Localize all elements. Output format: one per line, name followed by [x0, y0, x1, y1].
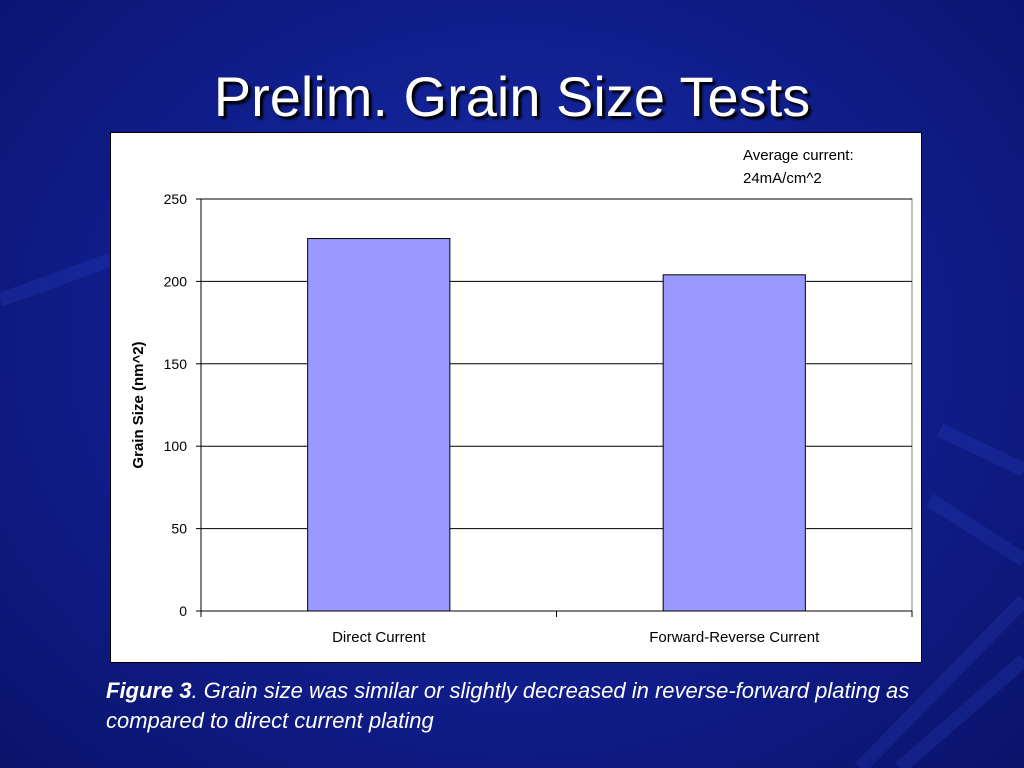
bar-chart: 0 50 100 150 200 250 Direct Current Forward-Rev… — [130, 147, 913, 646]
x-tick-label: Direct Current — [332, 629, 426, 646]
bar — [662, 274, 806, 612]
chart-annotation: Average current: — [743, 147, 854, 164]
y-tick-label: 150 — [164, 356, 188, 372]
figure-caption-text: . Grain size was similar or slightly dec… — [106, 678, 910, 733]
chart-area: 0 50 100 150 200 250 Direct Current Forward-Rev… — [110, 132, 922, 663]
y-tick-label: 250 — [164, 191, 188, 207]
y-tick-label: 0 — [179, 603, 187, 619]
y-tick-label: 100 — [164, 438, 188, 454]
figure-label: Figure 3 — [106, 678, 192, 703]
y-tick-label: 50 — [171, 521, 187, 537]
x-tick-label: Forward-Reverse Current — [649, 629, 820, 646]
chart-annotation: 24mA/cm^2 — [743, 170, 822, 187]
bar — [307, 238, 451, 612]
slide-title: Prelim. Grain Size Tests — [213, 65, 811, 128]
figure-caption: Figure 3. Grain size was similar or slig… — [106, 676, 936, 736]
y-axis-label: Grain Size (nm^2) — [130, 341, 147, 468]
y-tick-label: 200 — [164, 273, 188, 289]
